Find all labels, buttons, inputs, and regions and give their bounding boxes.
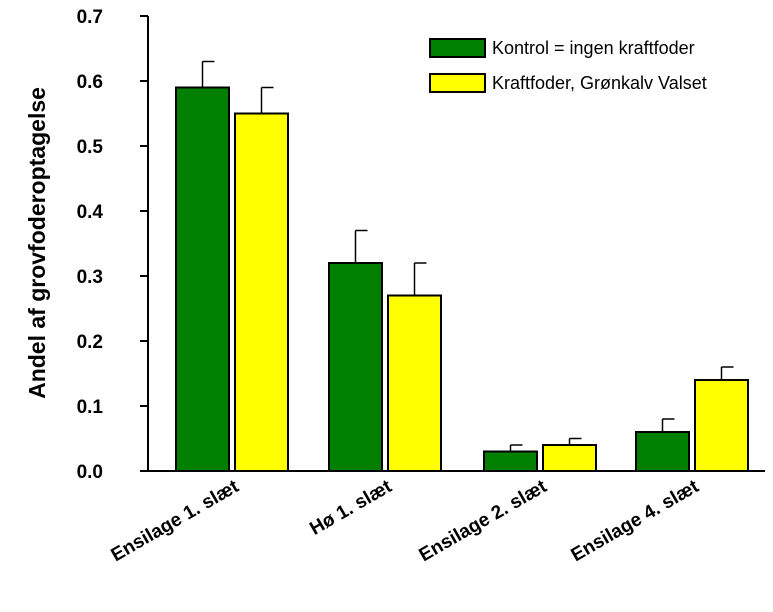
y-tick-label: 0.1 <box>77 397 104 418</box>
bar <box>387 294 442 472</box>
bar <box>328 262 383 472</box>
legend-swatch <box>429 38 486 58</box>
legend-label: Kontrol = ingen kraftfoder <box>492 38 695 58</box>
x-tick-label: Hø 1. slæt <box>306 476 396 540</box>
y-tick-label: 0.3 <box>77 267 103 288</box>
bar <box>694 379 749 472</box>
bar <box>175 86 230 472</box>
axes-layer <box>147 16 765 472</box>
legend: Kontrol = ingen kraftfoder Kraftfoder, Gr… <box>429 38 707 93</box>
y-tick-label: 0.2 <box>77 332 103 353</box>
bar <box>483 450 538 472</box>
y-tick-label: 0.0 <box>77 462 103 483</box>
legend-swatch <box>429 73 486 93</box>
y-tick-label: 0.7 <box>77 7 103 28</box>
bar <box>542 444 597 472</box>
y-axis-title: Andel af grovfoderoptagelse <box>24 87 50 399</box>
bar <box>234 112 289 472</box>
y-tick-label: 0.5 <box>77 137 104 158</box>
x-tick-label: Ensilage 1. slæt <box>108 476 243 566</box>
bars-layer <box>175 60 749 472</box>
x-tick-label: Ensilage 2. slæt <box>416 476 551 566</box>
legend-label: Kraftfoder, Grønkalv Valset <box>492 73 707 93</box>
y-ticks: 0.0 0.1 0.2 0.3 0.4 0.5 0.6 0.7 <box>77 7 148 483</box>
y-tick-label: 0.4 <box>77 202 104 223</box>
x-tick-label: Ensilage 4. slæt <box>568 476 703 566</box>
x-tick-labels: Ensilage 1. slæt Hø 1. slæt Ensilage 2. sl… <box>108 476 703 566</box>
bar <box>635 431 690 472</box>
y-tick-label: 0.6 <box>77 72 103 93</box>
